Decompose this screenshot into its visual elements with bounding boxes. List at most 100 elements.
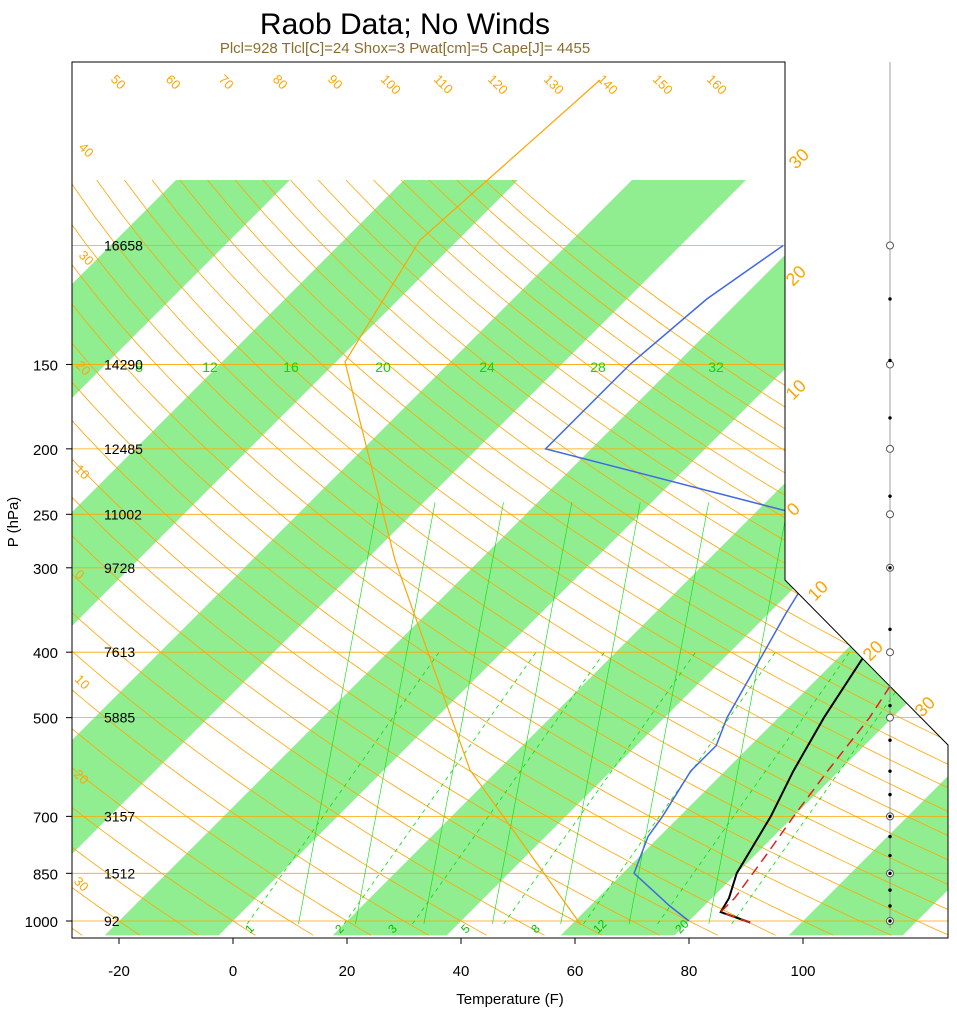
wind-level-circle (886, 444, 894, 453)
moist-adiabat-line (628, 502, 709, 924)
chart-title: Raob Data; No Winds (260, 8, 550, 41)
wind-level-dot (888, 904, 892, 908)
wind-level-dot (888, 888, 892, 892)
theta-label: 50 (108, 72, 129, 93)
x-tick-label: 0 (229, 963, 237, 980)
wind-level-dot (888, 703, 892, 708)
skew-isotherm-label: 30 (785, 145, 813, 173)
wind-level-circle (886, 510, 894, 519)
plot-area (0, 79, 948, 936)
dry-adiabat (72, 179, 948, 936)
mixing-ratio-label: 12 (202, 359, 218, 375)
dry-adiabat (72, 179, 892, 936)
chart-subtitle: Plcl=928 Tlcl[C]=24 Shox=3 Pwat[cm]=5 Ca… (220, 40, 590, 57)
temp-band (332, 180, 948, 936)
y-tick-label: 500 (33, 711, 58, 728)
mixing-ratio-label: 8 (135, 359, 143, 375)
moist-adiabat-line (298, 502, 379, 924)
y-tick-label: 700 (33, 809, 58, 826)
dry-adiabat (72, 179, 372, 936)
temperature-bands (72, 180, 948, 936)
x-axis-label: Temperature (F) (456, 991, 564, 1008)
mixing-ratio-label: 16 (283, 359, 299, 375)
dry-adiabat (72, 179, 661, 936)
theta-label: 100 (378, 72, 404, 98)
moist-adiabat-line (708, 502, 789, 924)
temp-band (72, 180, 290, 936)
x-tick-label: 100 (790, 963, 815, 980)
left-edge-label: 10 (72, 672, 93, 693)
theta-label: 60 (163, 72, 184, 93)
dry-adiabat (290, 179, 948, 936)
dry-adiabat (262, 179, 948, 936)
theta-label: 160 (704, 72, 730, 98)
mixing-ratio-label: 28 (590, 359, 606, 375)
wind-level-dot (888, 814, 892, 819)
dry-adiabat (72, 179, 948, 936)
wind-barb-column (886, 62, 894, 928)
dry-adiabat (72, 179, 603, 936)
x-tick-label: -20 (108, 963, 130, 980)
wind-level-dot (888, 416, 892, 420)
y-axis-ticks: 150 200 250 300 400 500 700 850 1000 (25, 357, 72, 931)
wind-level-circle (886, 713, 894, 722)
height-label: 11002 (104, 506, 142, 522)
left-edge-label: 30 (71, 874, 92, 895)
temp-band (72, 180, 518, 936)
y-tick-label: 1000 (25, 914, 58, 931)
theta-labels: 50 60 70 80 90 100 110 120 130 140 150 160 (108, 72, 730, 98)
y-tick-label: 300 (33, 561, 58, 578)
left-edge-label: 10 (72, 462, 93, 483)
x-tick-label: 60 (567, 963, 584, 980)
dry-adiabat (0, 180, 24, 935)
skew-isotherm-label: 10 (782, 376, 810, 404)
dry-adiabat (179, 179, 948, 936)
temp-band (104, 180, 948, 936)
skew-isotherm-label: 10 (804, 577, 832, 605)
mixing-ratio-bottom-label: 1 (242, 921, 257, 936)
dry-adiabat (72, 179, 545, 936)
dry-adiabat (207, 179, 948, 936)
height-label: 14290 (104, 356, 143, 372)
height-label: 92 (104, 913, 120, 929)
height-label: 1512 (104, 865, 135, 881)
height-label: 5885 (104, 710, 135, 726)
moist-adiabat-line (560, 502, 641, 924)
y-tick-label: 400 (33, 645, 58, 662)
dry-adiabat (72, 179, 948, 936)
theta-label: 130 (541, 72, 567, 98)
height-label: 7613 (104, 644, 135, 660)
dewpoint-line (544, 244, 816, 922)
y-tick-label: 850 (33, 866, 58, 883)
x-tick-label: 20 (339, 963, 356, 980)
wind-level-dot (888, 358, 892, 363)
height-label: 9728 (104, 560, 135, 576)
wind-level-dot (888, 769, 892, 773)
theta-label: 120 (485, 72, 511, 98)
moist-adiabat-line (423, 502, 504, 924)
dry-adiabat (72, 179, 948, 936)
y-tick-label: 250 (33, 507, 58, 524)
wind-level-dot (888, 919, 892, 923)
wind-level-dot (888, 871, 892, 876)
lcl-moist-adiabat (344, 79, 601, 926)
skew-isotherm-label: 30 (911, 693, 939, 721)
height-labels: 16658 14290 12485 11002 9728 7613 5885 3157 1512… (104, 238, 143, 930)
wind-level-dot (888, 834, 892, 839)
theta-label: 140 (595, 72, 621, 98)
dry-adiabat (72, 179, 776, 936)
dry-adiabat (317, 179, 948, 936)
dry-adiabat (96, 179, 948, 936)
dry-adiabat (72, 179, 198, 936)
wind-level-dot (888, 853, 892, 858)
left-edge-label: 40 (76, 140, 97, 161)
wind-level-dot (888, 566, 892, 570)
skew-isotherm-label: 0 (783, 499, 804, 520)
height-label: 12485 (104, 441, 143, 457)
temp-band (788, 180, 948, 936)
x-tick-label: 40 (453, 963, 470, 980)
wind-level-dot (888, 738, 892, 742)
y-tick-label: 150 (33, 357, 58, 374)
y-tick-label: 200 (33, 442, 58, 459)
